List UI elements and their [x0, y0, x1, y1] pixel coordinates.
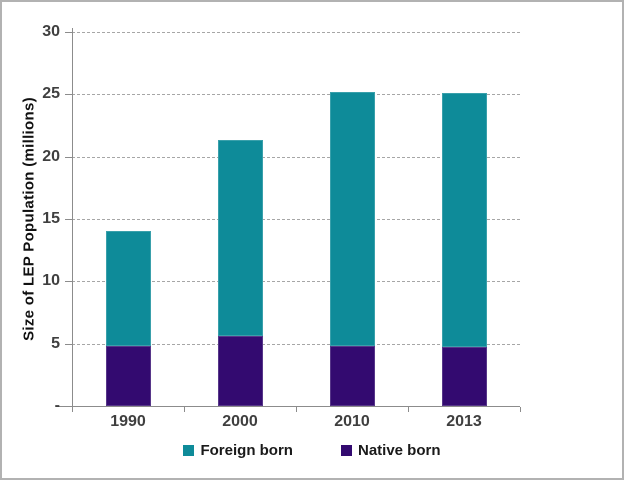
y-tickmark-10 — [65, 281, 72, 283]
x-tickmark-2 — [296, 407, 297, 412]
legend-swatch-native-born — [340, 445, 352, 456]
x-tick-label-1990: 1990 — [110, 413, 146, 430]
y-tick-label-15: 15 — [42, 210, 60, 227]
bar-1990-foreign-born — [105, 231, 151, 347]
bar-2013-native-born — [441, 347, 487, 406]
legend-item-native-born: Native born — [340, 442, 441, 459]
legend-swatch-foreign-born — [183, 445, 195, 456]
bar-1990-native-born — [105, 346, 151, 406]
y-tick-label-0: - — [54, 397, 60, 414]
y-tickmark-0 — [65, 406, 72, 407]
gridline-25 — [72, 94, 520, 96]
y-tickmark-30 — [65, 32, 72, 33]
x-tickmark-4 — [520, 407, 521, 412]
legend-item-foreign-born: Foreign born — [183, 442, 293, 459]
y-axis-line — [72, 28, 73, 407]
bar-2010-foreign-born — [329, 91, 375, 347]
bar-2010-native-born — [329, 346, 375, 406]
bar-2013-foreign-born — [441, 93, 487, 348]
gridline-30 — [72, 32, 520, 33]
y-tickmark-20 — [65, 156, 72, 158]
x-tick-label-2013: 2013 — [446, 413, 482, 430]
y-tick-label-5: 5 — [51, 334, 60, 352]
y-tick-label-10: 10 — [42, 272, 60, 290]
gridline-15 — [72, 219, 520, 220]
y-tick-label-20: 20 — [42, 147, 60, 165]
y-tick-label-30: 30 — [42, 23, 60, 40]
y-tickmark-5 — [65, 343, 72, 345]
gridline-10 — [72, 281, 520, 283]
x-axis-line — [57, 406, 520, 407]
x-tickmark-3 — [408, 407, 409, 412]
x-tickmark-0 — [72, 407, 73, 412]
y-tickmark-15 — [65, 219, 72, 220]
x-tick-label-2010: 2010 — [334, 413, 370, 430]
gridline-5 — [72, 343, 520, 345]
bar-2000-native-born — [217, 336, 263, 406]
bar-2000-foreign-born — [217, 140, 263, 337]
legend-label-native-born: Native born — [357, 442, 441, 459]
y-tick-label-25: 25 — [42, 85, 60, 103]
x-tick-label-2000: 2000 — [222, 413, 258, 430]
gridline-20 — [72, 156, 520, 158]
y-tickmark-25 — [65, 94, 72, 96]
legend-label-foreign-born: Foreign born — [200, 442, 293, 459]
legend: Foreign born Native born — [2, 442, 622, 459]
x-tickmark-1 — [184, 407, 185, 412]
